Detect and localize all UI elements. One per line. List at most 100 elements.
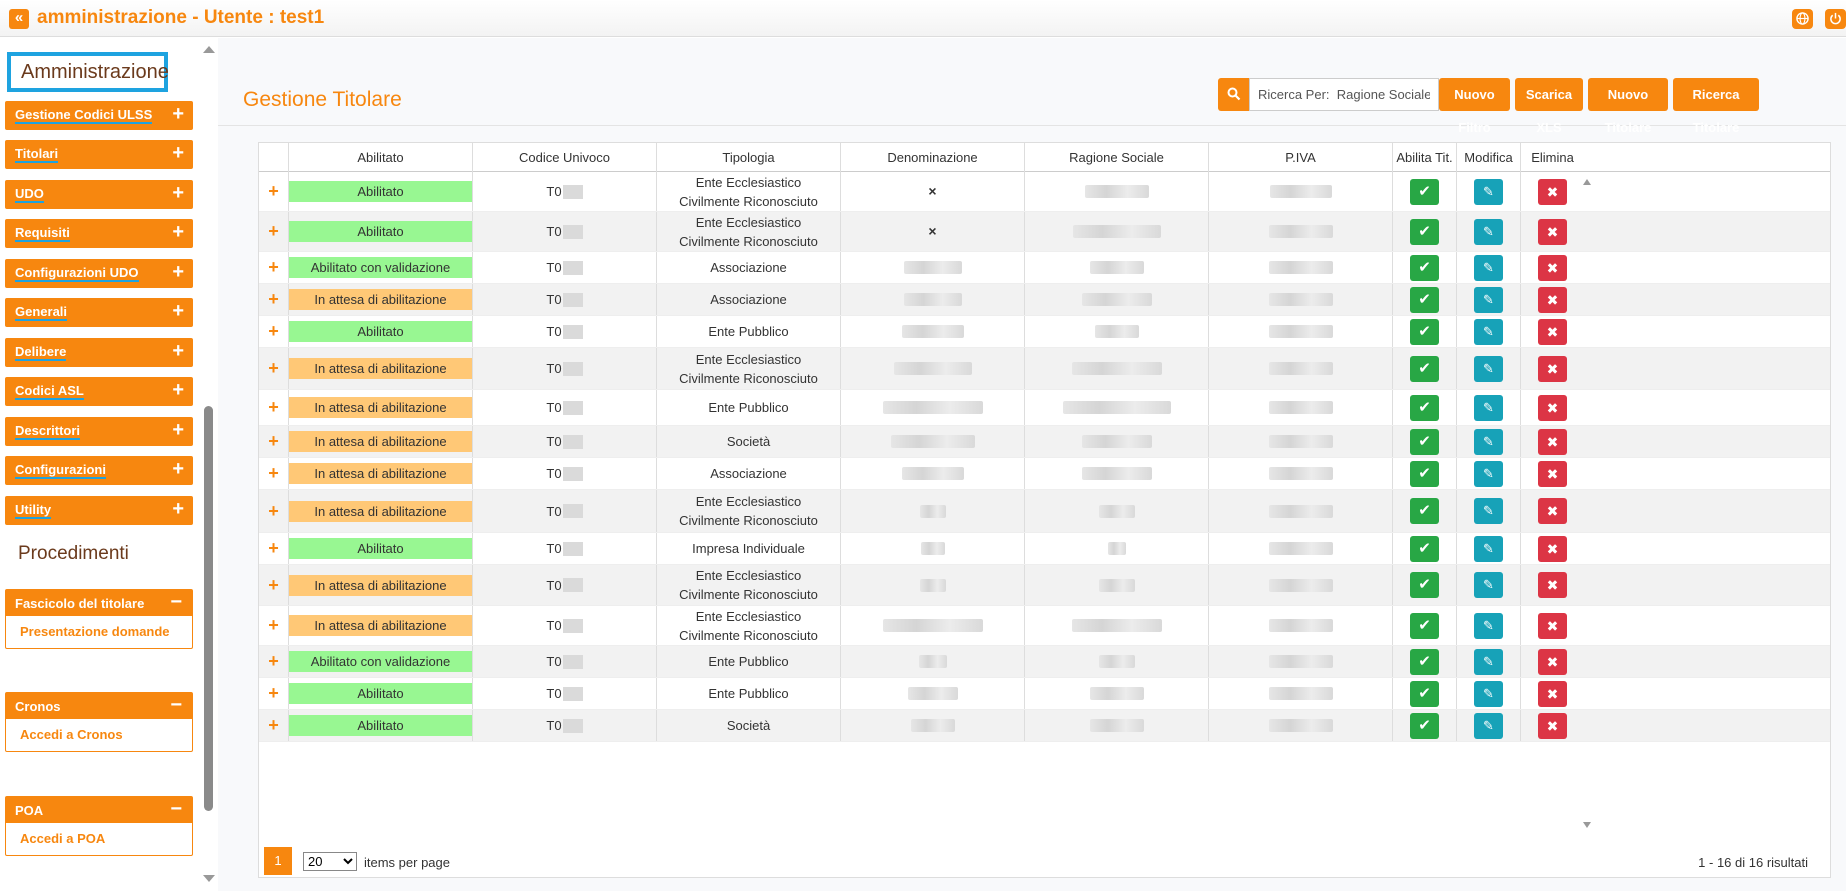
column-header-ragione-sociale[interactable]: Ragione Sociale [1024, 143, 1208, 172]
edit-button[interactable]: ✎ [1474, 355, 1503, 382]
column-header-abilitato[interactable]: Abilitato [288, 143, 472, 172]
abilita-button[interactable]: ✔ [1410, 572, 1439, 598]
abilita-button[interactable]: ✔ [1410, 648, 1439, 675]
edit-button[interactable]: ✎ [1474, 218, 1503, 245]
edit-button[interactable]: ✎ [1474, 712, 1503, 739]
abilita-button[interactable]: ✔ [1410, 712, 1439, 739]
search-input[interactable] [1249, 78, 1439, 111]
delete-button[interactable]: ✖ [1538, 218, 1567, 245]
edit-button[interactable]: ✎ [1474, 460, 1503, 487]
expand-row-button[interactable]: + [268, 463, 279, 483]
sidebar-item-gestione-codici-ulss[interactable]: Gestione Codici ULSS + [5, 101, 193, 130]
abilita-button[interactable]: ✔ [1410, 394, 1439, 421]
edit-button[interactable]: ✎ [1474, 612, 1503, 639]
expand-row-button[interactable]: + [268, 715, 279, 735]
panel-header[interactable]: Fascicolo del titolare − [6, 590, 192, 616]
delete-button[interactable]: ✖ [1538, 254, 1567, 281]
scarica-xls-button[interactable]: Scarica XLS [1515, 78, 1583, 135]
delete-button[interactable]: ✖ [1538, 394, 1567, 421]
expand-row-button[interactable]: + [268, 397, 279, 417]
expand-row-button[interactable]: + [268, 683, 279, 703]
abilita-button[interactable]: ✔ [1410, 428, 1439, 455]
expand-row-button[interactable]: + [268, 574, 279, 595]
edit-button[interactable]: ✎ [1474, 178, 1503, 205]
column-header-piva[interactable]: P.IVA [1208, 143, 1392, 172]
abilita-button[interactable]: ✔ [1410, 254, 1439, 281]
scrollbar-thumb[interactable] [204, 406, 213, 811]
abilita-button[interactable]: ✔ [1410, 498, 1439, 524]
expand-row-button[interactable]: + [268, 321, 279, 341]
edit-button[interactable]: ✎ [1474, 286, 1503, 313]
panel-header[interactable]: POA − [6, 797, 192, 823]
sidebar-item-udo[interactable]: UDO + [5, 180, 193, 209]
expand-row-button[interactable]: + [268, 651, 279, 671]
delete-button[interactable]: ✖ [1538, 286, 1567, 313]
expand-row-button[interactable]: + [268, 538, 279, 558]
search-button[interactable] [1218, 78, 1249, 111]
delete-button[interactable]: ✖ [1538, 535, 1567, 562]
delete-button[interactable]: ✖ [1538, 680, 1567, 707]
delete-button[interactable]: ✖ [1538, 178, 1567, 205]
abilita-button[interactable]: ✔ [1410, 460, 1439, 487]
delete-button[interactable]: ✖ [1538, 460, 1567, 487]
column-header-codice-univoco[interactable]: Codice Univoco [472, 143, 656, 172]
sidebar-scrollbar[interactable] [201, 40, 215, 891]
sidebar-item-generali[interactable]: Generali + [5, 298, 193, 327]
expand-row-button[interactable]: + [268, 221, 279, 241]
expand-row-button[interactable]: + [268, 358, 279, 378]
abilita-button[interactable]: ✔ [1410, 178, 1439, 205]
edit-button[interactable]: ✎ [1474, 498, 1503, 524]
edit-button[interactable]: ✎ [1474, 394, 1503, 421]
sidebar-item-delibere[interactable]: Delibere + [5, 338, 193, 367]
sidebar-item-descrittori[interactable]: Descrittori + [5, 417, 193, 446]
delete-button[interactable]: ✖ [1538, 498, 1567, 524]
expand-row-button[interactable]: + [268, 615, 279, 635]
column-header-denominazione[interactable]: Denominazione [840, 143, 1024, 172]
expand-row-button[interactable]: + [268, 181, 279, 201]
ricerca-titolare-button[interactable]: Ricerca Titolare [1673, 78, 1759, 135]
accedi-cronos-link[interactable]: Accedi a Cronos [20, 727, 123, 742]
edit-button[interactable]: ✎ [1474, 680, 1503, 707]
edit-button[interactable]: ✎ [1474, 318, 1503, 345]
sidebar-item-utility[interactable]: Utility + [5, 496, 193, 525]
page-1-button[interactable]: 1 [264, 847, 292, 875]
delete-button[interactable]: ✖ [1538, 712, 1567, 739]
edit-button[interactable]: ✎ [1474, 572, 1503, 598]
abilita-button[interactable]: ✔ [1410, 612, 1439, 639]
nuovo-filtro-button[interactable]: Nuovo Filtro [1439, 78, 1510, 135]
expand-row-button[interactable]: + [268, 257, 279, 277]
delete-button[interactable]: ✖ [1538, 318, 1567, 345]
sidebar-item-configurazioni-udo[interactable]: Configurazioni UDO + [5, 259, 193, 288]
abilita-button[interactable]: ✔ [1410, 318, 1439, 345]
delete-button[interactable]: ✖ [1538, 355, 1567, 382]
expand-row-button[interactable]: + [268, 500, 279, 521]
abilita-button[interactable]: ✔ [1410, 535, 1439, 562]
globe-icon[interactable] [1792, 9, 1813, 29]
abilita-button[interactable]: ✔ [1410, 355, 1439, 382]
table-scroll-down-icon[interactable] [1582, 821, 1592, 829]
scroll-up-arrow-icon[interactable] [203, 46, 215, 53]
power-icon[interactable] [1825, 9, 1846, 29]
expand-row-button[interactable]: + [268, 431, 279, 451]
delete-button[interactable]: ✖ [1538, 612, 1567, 639]
edit-button[interactable]: ✎ [1474, 254, 1503, 281]
presentazione-domande-link[interactable]: Presentazione domande [20, 624, 170, 639]
expand-row-button[interactable]: + [268, 289, 279, 309]
table-scroll-up-icon[interactable] [1582, 178, 1592, 186]
panel-header[interactable]: Cronos − [6, 693, 192, 719]
sidebar-item-requisiti[interactable]: Requisiti + [5, 219, 193, 248]
scroll-down-arrow-icon[interactable] [203, 875, 215, 882]
collapse-sidebar-button[interactable]: « [9, 9, 29, 29]
page-size-select[interactable]: 20 [303, 852, 357, 871]
edit-button[interactable]: ✎ [1474, 428, 1503, 455]
abilita-button[interactable]: ✔ [1410, 218, 1439, 245]
edit-button[interactable]: ✎ [1474, 535, 1503, 562]
delete-button[interactable]: ✖ [1538, 572, 1567, 598]
accedi-poa-link[interactable]: Accedi a POA [20, 831, 106, 846]
column-header-tipologia[interactable]: Tipologia [656, 143, 840, 172]
delete-button[interactable]: ✖ [1538, 428, 1567, 455]
abilita-button[interactable]: ✔ [1410, 680, 1439, 707]
sidebar-item-codici-asl[interactable]: Codici ASL + [5, 377, 193, 406]
nuovo-titolare-button[interactable]: Nuovo Titolare [1588, 78, 1668, 135]
sidebar-item-configurazioni[interactable]: Configurazioni + [5, 456, 193, 485]
